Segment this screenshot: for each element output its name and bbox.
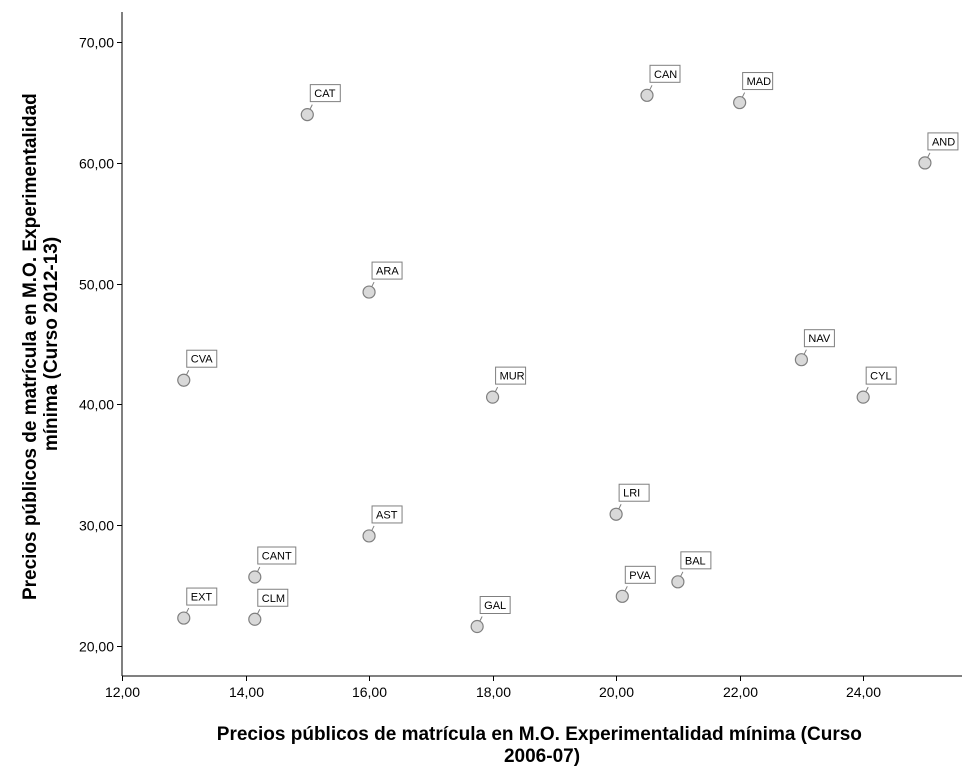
data-point-pva: PVA: [615, 565, 656, 603]
point-label-box: [186, 349, 218, 368]
axes: [121, 12, 962, 677]
point-label: ARA: [376, 266, 399, 278]
point-label-box: [371, 261, 403, 280]
point-marker: [362, 529, 376, 543]
point-label: CANT: [262, 551, 292, 563]
data-point-cva: CVA: [177, 349, 218, 387]
point-label-box: [649, 64, 681, 83]
point-label-box: [680, 551, 712, 570]
x-tick-label: 18,00: [476, 684, 511, 700]
point-label: PVA: [629, 570, 651, 582]
y-tick-label: 20,00: [79, 639, 114, 655]
y-axis-ticks: 20,00 30,00 40,00 50,00 60,00 70,00: [79, 35, 122, 655]
y-tick-label: 50,00: [79, 277, 114, 293]
data-point-ext: EXT: [177, 587, 218, 625]
point-label: EXT: [191, 592, 213, 604]
point-marker: [362, 285, 376, 299]
point-marker: [640, 88, 654, 102]
point-marker: [177, 611, 191, 625]
point-marker: [733, 95, 747, 110]
point-marker: [671, 575, 685, 589]
y-axis-title-line-1: Precios públicos de matrícula en M.O. Ex…: [20, 93, 41, 600]
x-axis-title: Precios públicos de matrícula en M.O. Ex…: [217, 724, 867, 767]
data-point-mad: MAD: [733, 72, 774, 110]
x-tick-label: 22,00: [723, 684, 758, 700]
y-axis-title: Precios públicos de matrícula en M.O. Ex…: [20, 88, 62, 600]
data-point-cyl: CYL: [856, 366, 897, 404]
x-axis-title-line-1: Precios públicos de matrícula en M.O. Ex…: [217, 724, 862, 745]
point-label-box: [927, 132, 959, 151]
data-point-gal: GAL: [470, 596, 511, 634]
point-label-box: [186, 587, 218, 606]
y-tick-label: 60,00: [79, 156, 114, 172]
point-label-box: [624, 565, 656, 584]
data-point-can: CAN: [640, 64, 681, 102]
point-label: NAV: [808, 333, 830, 345]
point-label: LRI: [623, 488, 640, 500]
point-label: MUR: [500, 371, 525, 383]
data-point-ast: AST: [362, 505, 403, 543]
data-point-cant: CANT: [248, 546, 297, 584]
x-tick-label: 12,00: [105, 684, 140, 700]
point-label-box: [865, 366, 897, 385]
point-label: MAD: [747, 76, 772, 88]
x-axis-ticks: 12,00 14,00 16,00 18,00 20,00 22,00 24,00: [105, 676, 881, 700]
y-tick-label: 40,00: [79, 397, 114, 413]
point-label-box: [257, 588, 289, 607]
point-marker: [609, 507, 623, 521]
y-tick-label: 70,00: [79, 35, 114, 51]
data-point-nav: NAV: [794, 329, 835, 367]
point-marker: [615, 589, 629, 603]
point-label: BAL: [685, 555, 706, 567]
data-point-bal: BAL: [671, 551, 712, 589]
data-point-cat: CAT: [300, 84, 341, 122]
x-tick-label: 14,00: [229, 684, 264, 700]
x-tick-label: 24,00: [846, 684, 881, 700]
data-point-lri: LRI: [609, 483, 650, 521]
point-marker: [485, 390, 500, 404]
point-label-box: [618, 483, 650, 502]
data-point-ara: ARA: [362, 261, 403, 299]
point-label: AST: [376, 509, 398, 521]
point-label-box: [803, 329, 835, 348]
point-marker: [248, 612, 262, 626]
point-marker: [794, 353, 809, 367]
point-marker: [300, 108, 314, 122]
point-label: GAL: [484, 600, 506, 612]
y-axis-title-line-2: mínima (Curso 2012-13): [41, 237, 62, 451]
data-point-clm: CLM: [248, 588, 289, 626]
point-label: CVA: [191, 354, 213, 366]
x-tick-label: 16,00: [352, 684, 387, 700]
data-points: CAT CAN MAD AND ARA NAV CVA MUR CYL LRI AST CANT BAL…: [177, 64, 959, 634]
data-point-and: AND: [918, 132, 959, 170]
point-label: AND: [932, 136, 955, 148]
point-label-box: [742, 72, 774, 91]
point-label: CLM: [262, 593, 285, 605]
data-point-mur: MUR: [485, 366, 527, 404]
point-marker: [248, 570, 262, 584]
x-axis-title-line-2: 2006-07): [504, 746, 580, 767]
y-tick-label: 30,00: [79, 518, 114, 534]
point-label: CAN: [654, 69, 677, 81]
point-label: CAT: [314, 88, 335, 100]
point-label-box: [257, 546, 297, 565]
point-label-box: [371, 505, 403, 524]
x-tick-label: 20,00: [599, 684, 634, 700]
point-label: CYL: [870, 371, 891, 383]
point-label-box: [479, 596, 511, 615]
point-label-box: [309, 84, 341, 103]
point-marker: [918, 156, 932, 170]
point-label-box: [495, 366, 527, 385]
point-marker: [856, 390, 870, 404]
point-marker: [177, 373, 191, 387]
point-marker: [470, 619, 484, 634]
